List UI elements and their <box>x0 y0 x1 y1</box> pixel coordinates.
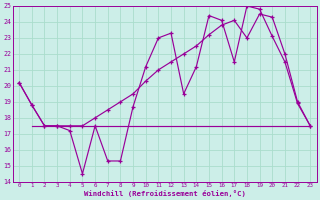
X-axis label: Windchill (Refroidissement éolien,°C): Windchill (Refroidissement éolien,°C) <box>84 190 246 197</box>
